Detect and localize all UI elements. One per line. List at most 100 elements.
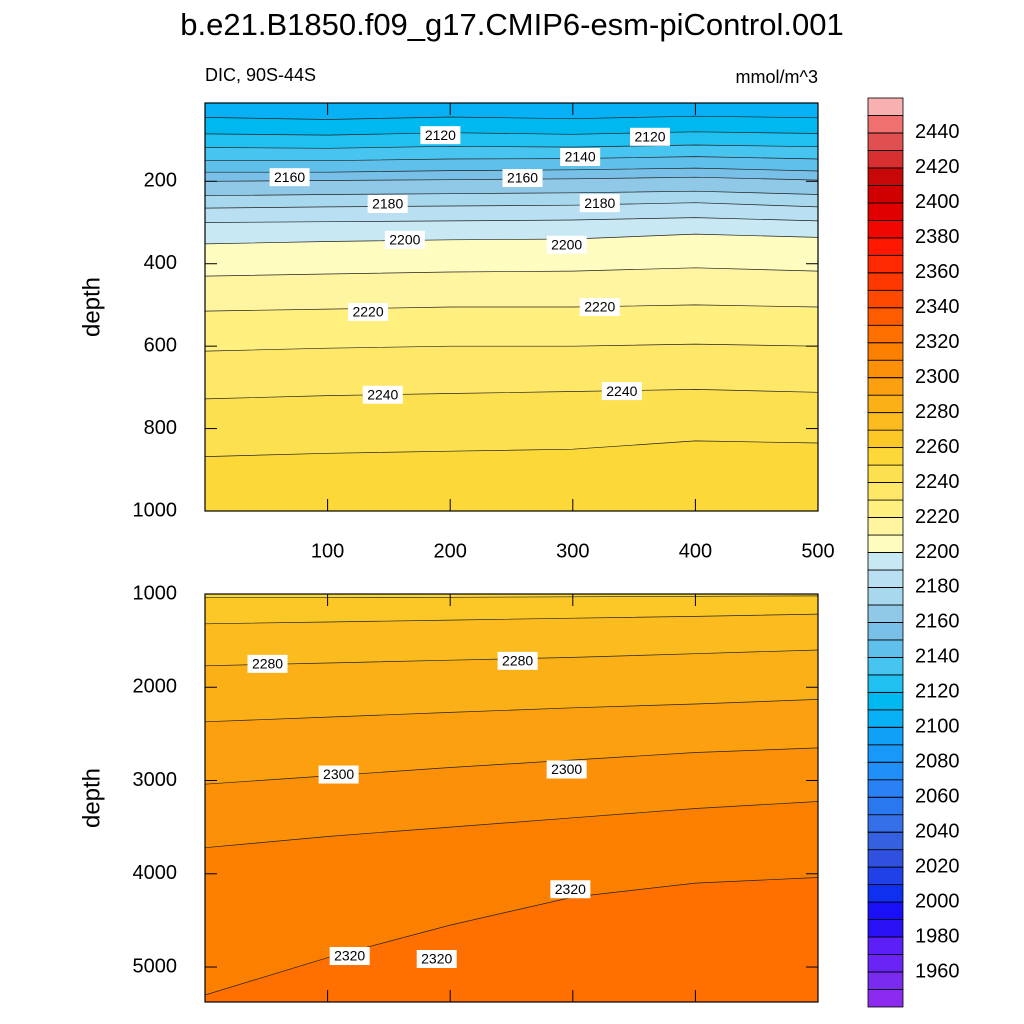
contour-label: 2200	[551, 236, 582, 252]
contour-label: 2160	[507, 170, 538, 186]
colorbar-box	[867, 639, 904, 658]
colorbar-label: 2060	[915, 786, 960, 808]
colorbar-box	[867, 359, 904, 379]
colorbar-box	[867, 254, 904, 274]
colorbar-box	[867, 167, 904, 186]
colorbar-label: 2360	[915, 261, 960, 283]
contour-label: 2140	[565, 149, 596, 165]
colorbar-box	[867, 831, 904, 851]
contour-label: 2320	[555, 881, 586, 897]
colorbar-box	[867, 289, 904, 309]
contour-label: 2220	[352, 304, 383, 320]
label-bg	[497, 651, 538, 670]
colorbar-box	[867, 237, 904, 256]
contour-label: 2220	[584, 299, 615, 315]
contour-label: 2180	[584, 195, 615, 211]
colorbar-label: 2080	[915, 751, 960, 773]
label-bg	[247, 654, 288, 673]
colorbar-box	[867, 150, 904, 169]
y-axis-label: depth	[78, 768, 105, 828]
colorbar-box	[867, 482, 904, 501]
label-bg	[416, 950, 457, 969]
label-bg	[348, 302, 389, 321]
colorbar-box	[867, 744, 904, 763]
label-bg	[362, 385, 403, 404]
subtitle-left: DIC, 90S-44S	[205, 65, 316, 85]
contour-label: 2280	[502, 653, 533, 669]
colorbar-box	[867, 447, 904, 466]
colorbar-label: 2140	[915, 646, 960, 668]
y-tick-label: 4000	[133, 862, 178, 884]
colorbar-box	[867, 517, 904, 536]
colorbar-label: 1960	[915, 960, 960, 982]
plot-frame	[204, 593, 819, 1003]
colorbar-box	[867, 464, 904, 483]
colorbar-label: 2320	[915, 331, 960, 353]
contour-label: 2120	[634, 128, 665, 144]
colorbar-box	[867, 622, 904, 641]
contour-line	[205, 131, 818, 136]
contour-line	[205, 801, 818, 849]
colorbar-box	[867, 761, 904, 781]
plot-area: 2280 2280 2300 2300 2320 2320 2320	[205, 594, 818, 1002]
x-tick-label: 400	[679, 540, 712, 562]
y-tick-label: 3000	[133, 769, 178, 791]
contour-line	[205, 389, 818, 400]
colorbar-box	[867, 97, 904, 116]
contour-line	[205, 144, 818, 149]
contour-label: 2160	[274, 169, 305, 185]
colorbar-box	[867, 604, 904, 623]
colorbar-box	[867, 412, 904, 431]
colorbar-label: 2160	[915, 611, 960, 633]
contour-line	[205, 440, 818, 457]
contour-line	[205, 267, 818, 277]
plot-frame	[204, 102, 819, 512]
contour-line	[205, 233, 818, 245]
label-bg	[601, 382, 642, 401]
label-bg	[367, 194, 408, 213]
y-tick-label: 600	[144, 334, 177, 356]
colorbar-box	[867, 499, 904, 518]
contour-label: 2240	[367, 386, 398, 402]
x-tick-label: 200	[434, 540, 467, 562]
colorbar-label: 2340	[915, 296, 960, 318]
contour-label: 2200	[389, 232, 420, 248]
contour-line	[205, 156, 818, 162]
label-bg	[318, 765, 359, 784]
label-bg	[546, 760, 587, 779]
chart-title: b.e21.B1850.f09_g17.CMIP6-esm-piControl.…	[180, 7, 843, 42]
colorbar-label: 2440	[915, 121, 960, 143]
x-tick-label: 300	[556, 540, 589, 562]
contour-line	[205, 613, 818, 625]
colorbar-box	[867, 954, 904, 973]
colorbar-label: 2400	[915, 191, 960, 213]
colorbar-box	[867, 115, 904, 134]
colorbar-box	[867, 202, 904, 221]
colorbar-box	[867, 132, 904, 151]
colorbar-box	[867, 691, 904, 711]
colorbar-label: 2040	[915, 820, 960, 842]
contour-label: 2320	[421, 951, 452, 967]
colorbar-label: 2120	[915, 681, 960, 703]
label-bg	[329, 947, 370, 966]
contour-line	[205, 190, 818, 197]
x-tick-label: 500	[801, 540, 834, 562]
colorbar-box	[867, 674, 904, 693]
colorbar-label: 2240	[915, 471, 960, 493]
label-bg	[630, 127, 671, 146]
label-bg	[579, 194, 620, 213]
colorbar-label: 2000	[915, 890, 960, 912]
colorbar-label: 2020	[915, 855, 960, 877]
contour-line	[205, 202, 818, 209]
colorbar-box	[867, 587, 904, 606]
colorbar-box	[867, 709, 904, 728]
colorbar-box	[867, 394, 904, 414]
label-bg	[384, 230, 425, 249]
colorbar-label: 2380	[915, 226, 960, 248]
colorbar-label: 2200	[915, 541, 960, 563]
label-bg	[546, 235, 587, 254]
colorbar-label: 2260	[915, 436, 960, 458]
contour-line	[205, 595, 818, 599]
colorbar-box	[867, 342, 904, 361]
